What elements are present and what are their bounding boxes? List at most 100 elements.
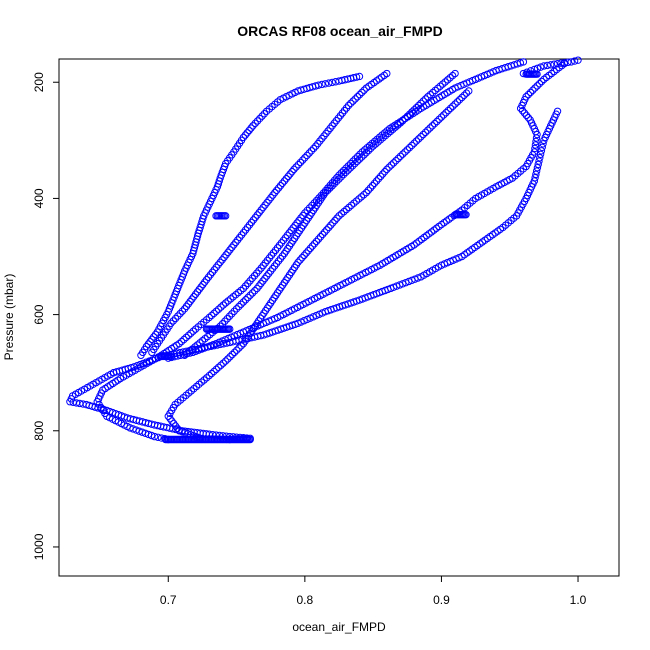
- data-point: [333, 214, 341, 222]
- data-point: [253, 269, 261, 277]
- data-point: [261, 259, 269, 267]
- data-point: [244, 293, 252, 302]
- data-point: [190, 384, 198, 393]
- data-point: [178, 307, 187, 315]
- data-point: [316, 233, 325, 241]
- data-point: [197, 378, 206, 386]
- data-point: [234, 288, 243, 297]
- data-point: [408, 141, 416, 150]
- data-point: [300, 251, 308, 260]
- data-point: [421, 128, 430, 137]
- y-axis: 200 400 600 800 1000: [32, 72, 60, 560]
- data-point: [188, 295, 196, 303]
- data-point: [187, 329, 195, 337]
- data-point: [221, 357, 230, 365]
- data-point: [535, 157, 543, 165]
- data-point: [441, 78, 449, 86]
- data-point: [230, 307, 238, 315]
- data-point: [323, 226, 331, 234]
- data-point: [249, 216, 258, 224]
- data-point: [532, 167, 541, 175]
- data-point: [522, 111, 531, 120]
- data-point: [201, 334, 209, 343]
- data-point: [228, 350, 236, 359]
- data-point: [431, 86, 439, 95]
- data-point: [328, 78, 336, 87]
- y-tick-label: 800: [32, 420, 46, 440]
- data-point: [367, 144, 375, 153]
- data-point: [304, 247, 312, 255]
- data-point: [430, 119, 439, 128]
- data-point: [350, 199, 358, 207]
- data-point: [344, 162, 352, 170]
- data-point: [399, 117, 407, 125]
- data-point: [293, 219, 301, 227]
- data-point: [207, 369, 216, 378]
- data-point: [187, 387, 196, 395]
- data-point: [257, 279, 265, 288]
- data-point: [284, 172, 292, 181]
- data-point: [314, 81, 323, 89]
- data-point: [246, 435, 254, 444]
- data-point: [526, 116, 534, 124]
- data-point: [537, 147, 546, 155]
- data-point: [176, 309, 184, 318]
- data-point: [414, 135, 423, 143]
- data-point: [185, 389, 193, 397]
- data-point: [360, 151, 368, 159]
- data-point: [208, 268, 217, 276]
- data-point: [191, 290, 200, 298]
- data-point: [332, 117, 340, 125]
- data-point: [318, 80, 326, 89]
- data-point: [329, 219, 337, 227]
- data-point: [180, 351, 189, 359]
- data-point: [175, 427, 183, 435]
- data-point: [298, 253, 306, 262]
- data-point: [314, 235, 323, 243]
- data-point: [191, 343, 199, 351]
- data-point: [424, 93, 432, 101]
- data-point: [272, 259, 281, 268]
- data-point: [534, 160, 542, 169]
- data-point: [574, 56, 582, 64]
- data-point: [174, 312, 182, 320]
- data-point: [192, 382, 201, 391]
- data-point: [294, 258, 302, 267]
- data-point: [235, 344, 243, 352]
- data-point: [245, 221, 254, 229]
- data-point: [532, 137, 540, 146]
- data-point: [230, 348, 239, 357]
- data-point: [462, 89, 471, 97]
- data-point: [290, 165, 298, 174]
- data-point: [379, 170, 387, 178]
- data-point: [349, 157, 357, 165]
- data-point: [286, 170, 294, 178]
- data-point: [269, 191, 277, 199]
- data-point: [243, 129, 251, 137]
- data-point: [232, 305, 241, 313]
- data-point: [570, 57, 579, 65]
- data-point: [261, 274, 269, 283]
- data-point: [303, 151, 311, 160]
- data-point: [196, 339, 204, 347]
- data-point: [428, 122, 437, 130]
- data-point: [267, 251, 276, 260]
- data-point: [516, 59, 525, 67]
- data-point: [312, 142, 320, 150]
- data-point: [330, 179, 339, 188]
- data-point: [518, 107, 527, 115]
- data-point: [180, 305, 189, 313]
- x-axis: 0.7 0.8 0.9 1.0: [160, 575, 587, 607]
- data-point: [150, 333, 158, 341]
- data-point: [417, 99, 425, 107]
- data-point: [305, 204, 314, 212]
- data-point: [212, 365, 220, 374]
- data-point: [333, 177, 341, 186]
- data-point: [198, 337, 207, 345]
- data-point: [224, 297, 232, 305]
- data-point: [288, 167, 296, 176]
- data-point: [246, 277, 254, 285]
- data-point: [567, 58, 575, 66]
- data-point: [355, 155, 364, 163]
- data-point: [362, 188, 371, 197]
